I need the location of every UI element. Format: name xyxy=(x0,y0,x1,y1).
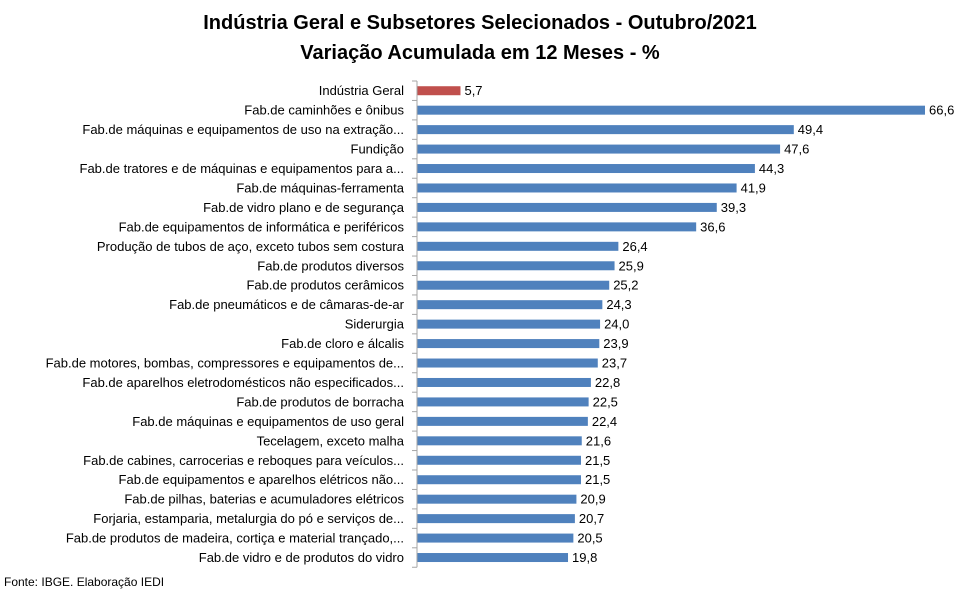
category-label: Siderurgia xyxy=(345,317,405,332)
category-label: Forjaria, estamparia, metalurgia do pó e… xyxy=(93,511,404,526)
category-label: Indústria Geral xyxy=(319,83,404,98)
category-label: Fab.de produtos de borracha xyxy=(236,394,404,409)
category-label: Fab.de tratores e de máquinas e equipame… xyxy=(80,161,404,176)
data-label: 36,6 xyxy=(700,219,725,234)
data-label: 22,4 xyxy=(592,414,617,429)
data-label: 24,0 xyxy=(604,317,629,332)
data-label: 22,8 xyxy=(595,375,620,390)
data-label: 21,6 xyxy=(586,433,611,448)
bar xyxy=(417,222,697,232)
category-label: Fab.de equipamentos e aparelhos elétrico… xyxy=(119,472,404,487)
bar xyxy=(417,280,610,290)
bar xyxy=(417,397,589,407)
data-label: 22,5 xyxy=(593,394,618,409)
data-label: 39,3 xyxy=(721,200,746,215)
data-label: 44,3 xyxy=(759,161,784,176)
bar xyxy=(417,241,619,251)
bar xyxy=(417,105,925,115)
bar xyxy=(417,436,582,446)
bar xyxy=(417,164,755,174)
bar xyxy=(417,125,794,135)
data-label: 49,4 xyxy=(798,122,823,137)
data-label: 25,9 xyxy=(619,258,644,273)
category-label: Fundição xyxy=(351,142,404,157)
category-label: Fab.de produtos cerâmicos xyxy=(246,278,404,293)
data-label: 23,9 xyxy=(603,336,628,351)
chart-title: Indústria Geral e Subsetores Selecionado… xyxy=(203,12,757,34)
category-label: Fab.de caminhões e ônibus xyxy=(244,103,404,118)
data-label: 21,5 xyxy=(585,472,610,487)
category-label: Fab.de motores, bombas, compressores e e… xyxy=(46,356,404,371)
bar xyxy=(417,553,569,563)
bar xyxy=(417,377,591,387)
source-note: Fonte: IBGE. Elaboração IEDI xyxy=(4,575,165,589)
data-label: 19,8 xyxy=(572,550,597,565)
bar xyxy=(417,86,461,96)
category-label: Fab.de pilhas, baterias e acumuladores e… xyxy=(124,492,404,507)
bar xyxy=(417,455,581,465)
bar xyxy=(417,144,781,154)
category-label: Fab.de aparelhos eletrodomésticos não es… xyxy=(82,375,404,390)
chart-subtitle: Variação Acumulada em 12 Meses - % xyxy=(300,42,660,64)
data-label: 20,9 xyxy=(580,492,605,507)
bar xyxy=(417,494,577,504)
bar xyxy=(417,339,600,349)
data-label: 20,5 xyxy=(577,531,602,546)
category-label: Fab.de produtos de madeira, cortiça e ma… xyxy=(66,531,404,546)
data-label: 26,4 xyxy=(622,239,647,254)
category-label: Fab.de produtos diversos xyxy=(257,258,404,273)
data-label: 21,5 xyxy=(585,453,610,468)
bar xyxy=(417,319,601,329)
category-label: Tecelagem, exceto malha xyxy=(257,433,405,448)
category-label: Fab.de cloro e álcalis xyxy=(281,336,404,351)
bar xyxy=(417,358,598,368)
data-label: 20,7 xyxy=(579,511,604,526)
bar xyxy=(417,183,737,193)
bar xyxy=(417,514,575,524)
data-label: 66,6 xyxy=(929,103,954,118)
category-label: Fab.de pneumáticos e de câmaras-de-ar xyxy=(169,297,405,312)
data-label: 5,7 xyxy=(464,83,482,98)
category-label: Fab.de máquinas-ferramenta xyxy=(236,180,404,195)
data-label: 25,2 xyxy=(613,278,638,293)
bar xyxy=(417,300,603,310)
bar xyxy=(417,202,717,212)
category-label: Fab.de equipamentos de informática e per… xyxy=(119,219,405,234)
data-label: 23,7 xyxy=(602,356,627,371)
category-label: Fab.de vidro e de produtos do vidro xyxy=(199,550,404,565)
bar xyxy=(417,261,615,271)
category-label: Fab.de vidro plano e de segurança xyxy=(203,200,405,215)
category-label: Fab.de máquinas e equipamentos de uso ge… xyxy=(132,414,404,429)
bar xyxy=(417,416,588,426)
category-label: Fab.de cabines, carrocerias e reboques p… xyxy=(83,453,404,468)
bar xyxy=(417,475,581,485)
data-label: 47,6 xyxy=(784,142,809,157)
data-label: 24,3 xyxy=(606,297,631,312)
data-label: 41,9 xyxy=(741,180,766,195)
bar xyxy=(417,533,574,543)
category-label: Produção de tubos de aço, exceto tubos s… xyxy=(97,239,405,254)
category-label: Fab.de máquinas e equipamentos de uso na… xyxy=(82,122,404,137)
